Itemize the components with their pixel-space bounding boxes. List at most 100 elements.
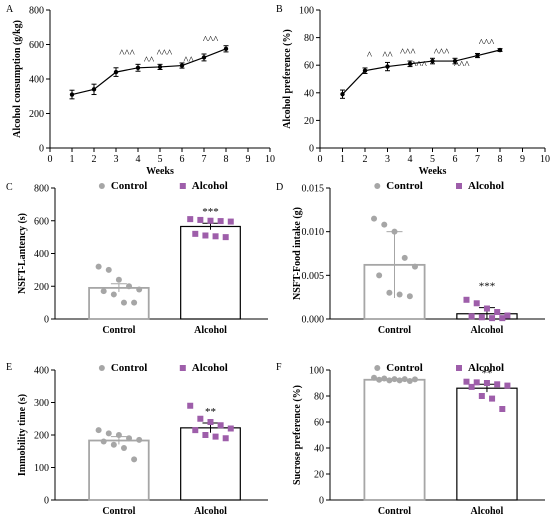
x-tick-label: 6: [453, 154, 458, 165]
alcohol-point: [463, 296, 470, 303]
control-point: [406, 293, 413, 300]
control-point: [386, 289, 393, 296]
control-point: [95, 427, 102, 434]
y-tick-label: 200: [34, 431, 49, 442]
alcohol-point: [504, 382, 511, 389]
data-point: [340, 91, 345, 97]
significance-caret: ^^: [144, 54, 155, 66]
bar-control: [88, 286, 150, 320]
control-point: [126, 435, 133, 442]
alcohol-point: [478, 314, 485, 321]
significance-stars: ***: [202, 206, 219, 218]
alcohol-point: [187, 402, 194, 409]
alcohol-point: [212, 233, 219, 240]
control-point: [120, 299, 127, 306]
control-point: [131, 299, 138, 306]
control-point: [110, 291, 117, 298]
alcohol-point: [504, 312, 511, 319]
x-tick-label: 7: [475, 154, 480, 165]
y-tick-label: 400: [34, 249, 49, 260]
x-tick-label: 5: [158, 154, 163, 165]
panel-label: B: [276, 4, 283, 15]
y-tick-label: 80: [314, 392, 324, 403]
y-axis-label: NSFT-Food intake (g): [292, 207, 303, 300]
alcohol-point: [192, 427, 199, 434]
alcohol-point: [483, 380, 490, 386]
y-tick-label: 0.000: [302, 315, 325, 326]
x-tick-label: 8: [224, 154, 229, 165]
x-tick-label: 3: [385, 154, 390, 165]
legend-label-control: Control: [111, 362, 147, 374]
alcohol-point: [473, 300, 480, 307]
control-point: [376, 376, 383, 383]
legend-marker-alcohol: [179, 183, 186, 189]
y-tick-label: 40: [314, 444, 324, 455]
legend-label-alcohol: Alcohol: [468, 180, 504, 192]
alcohol-point: [217, 218, 224, 225]
alcohol-point: [489, 315, 496, 322]
control-point: [391, 228, 398, 235]
x-tick-label: 5: [430, 154, 435, 165]
control-point: [120, 445, 127, 451]
bar-control: [363, 378, 426, 501]
significance-caret: ^^^: [157, 48, 173, 60]
x-tick-label: Control: [378, 506, 411, 517]
control-point: [411, 376, 418, 383]
control-point: [95, 263, 102, 270]
alcohol-point: [468, 383, 475, 390]
y-tick-label: 800: [29, 6, 44, 17]
y-tick-label: 60: [304, 61, 314, 72]
control-point: [411, 263, 418, 270]
alcohol-point: [202, 432, 209, 438]
panel-label: C: [6, 182, 13, 193]
y-tick-label: 0.010: [302, 227, 325, 238]
x-tick-label: Alcohol: [194, 325, 227, 336]
x-tick-label: Alcohol: [194, 506, 227, 517]
control-point: [371, 215, 378, 222]
y-axis-label: Alcohol consumption (g/kg): [12, 20, 23, 138]
y-tick-label: 100: [299, 6, 314, 17]
legend-marker-control: [98, 365, 105, 371]
y-tick-label: 60: [314, 418, 324, 429]
data-point: [69, 92, 75, 97]
x-tick-label: 4: [408, 154, 413, 165]
data-point: [385, 64, 390, 69]
y-tick-label: 200: [29, 109, 44, 120]
control-point: [381, 221, 388, 228]
alcohol-point: [222, 234, 229, 241]
data-point: [201, 55, 207, 60]
alcohol-point: [217, 422, 224, 429]
x-tick-label: 2: [92, 154, 97, 165]
x-tick-label: 2: [363, 154, 368, 165]
legend-marker-alcohol: [456, 365, 462, 371]
alcohol-point: [197, 216, 204, 223]
y-tick-label: 100: [309, 366, 324, 377]
legend-marker-control: [374, 365, 381, 371]
alcohol-point: [222, 435, 229, 442]
significance-stars: **: [205, 406, 216, 418]
significance-caret: ^^^: [411, 59, 427, 71]
legend-marker-control: [98, 183, 105, 189]
x-tick-label: 1: [340, 154, 345, 165]
bar-control: [88, 439, 150, 501]
x-tick-label: Alcohol: [471, 506, 504, 517]
significance-caret: ^^^: [454, 59, 470, 71]
legend-marker-alcohol: [456, 183, 462, 189]
legend-label-alcohol: Alcohol: [192, 362, 228, 374]
y-tick-label: 0: [39, 144, 44, 155]
alcohol-point: [499, 406, 506, 412]
y-tick-label: 40: [304, 88, 314, 99]
control-point: [386, 377, 393, 384]
control-point: [371, 374, 378, 381]
significance-caret: ^^^: [434, 47, 450, 59]
x-tick-label: Control: [102, 506, 135, 517]
control-point: [100, 438, 107, 445]
x-tick-label: 3: [114, 154, 119, 165]
series-line: [71, 48, 227, 96]
x-tick-label: 6: [180, 154, 185, 165]
control-point: [401, 254, 408, 261]
x-tick-label: 0: [48, 154, 53, 165]
x-tick-label: Control: [378, 325, 411, 336]
alcohol-point: [478, 393, 485, 399]
y-tick-label: 0: [319, 496, 324, 507]
